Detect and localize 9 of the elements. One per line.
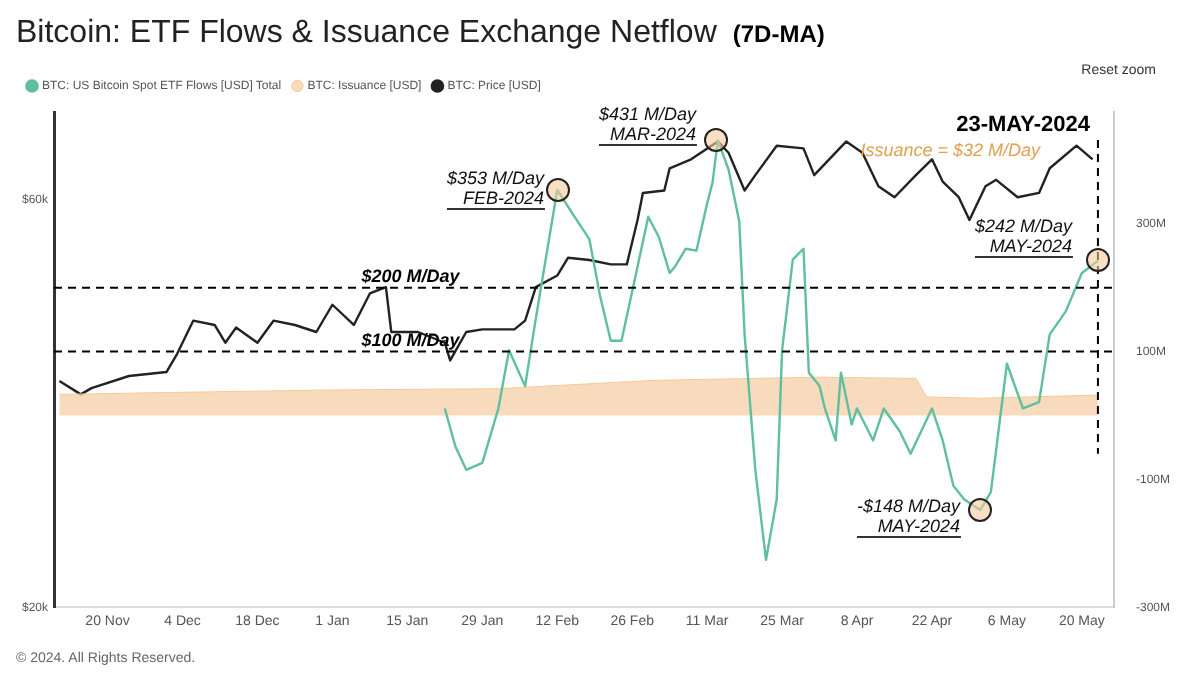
- ref-line-label: $200 M/Day: [359, 265, 462, 286]
- annotation: $353 M/Day FEB-2024: [446, 168, 544, 210]
- annotation: $242 M/Day MAY-2024: [974, 216, 1072, 258]
- annotation: Issuance = $32 M/Day: [860, 140, 1040, 160]
- ref-line-label: 23-MAY-2024: [956, 113, 1092, 138]
- chart-subtitle: (7D-MA): [732, 20, 825, 48]
- annotation: $431 M/Day MAR-2024: [598, 104, 696, 146]
- chart-title: Bitcoin: ETF Flows & Issuance Exchange Netflow: [16, 16, 717, 52]
- annotation: -$148 M/Day MAY-2024: [856, 496, 960, 538]
